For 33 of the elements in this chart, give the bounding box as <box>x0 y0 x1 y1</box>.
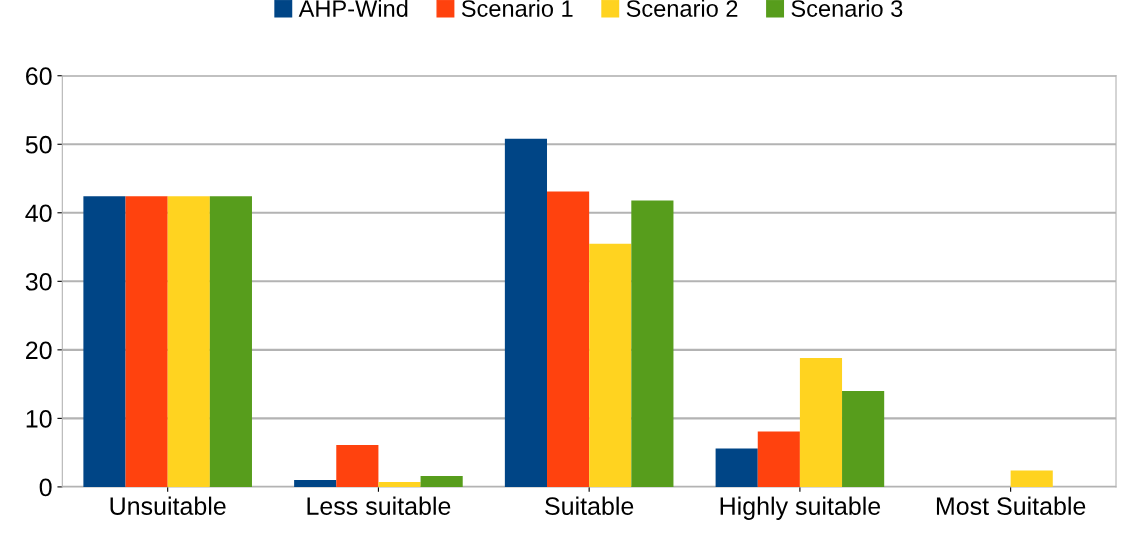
bar <box>378 482 421 487</box>
x-tick-label: Less suitable <box>307 496 451 515</box>
x-tick-label: Highly suitable <box>720 496 881 520</box>
bar <box>631 200 674 487</box>
bar <box>589 243 632 487</box>
bar <box>715 448 758 487</box>
bar <box>420 475 463 487</box>
bar <box>1010 470 1053 487</box>
bar <box>83 196 126 487</box>
y-tick-label: 30 <box>25 272 52 291</box>
bar <box>504 138 548 487</box>
bar <box>294 480 337 487</box>
legend-label: Scenario 3 <box>791 0 903 17</box>
bar <box>799 358 843 487</box>
y-tick-label: 20 <box>26 341 52 360</box>
bar <box>842 390 885 487</box>
x-tick-label: Suitable <box>545 496 634 515</box>
y-tick-label: 40 <box>25 204 52 223</box>
bar <box>336 445 379 487</box>
legend-label: Scenario 1 <box>461 0 573 17</box>
y-tick-label: 0 <box>39 478 52 497</box>
legend-label: Scenario 2 <box>626 0 738 17</box>
y-tick-label: 10 <box>26 409 52 428</box>
y-tick-label: 50 <box>25 135 52 154</box>
bar <box>547 191 590 487</box>
x-tick-label: Most Suitable <box>936 496 1086 515</box>
bar <box>167 196 210 487</box>
bar <box>209 196 252 487</box>
bar <box>757 431 800 487</box>
x-tick-label: Unsuitable <box>110 496 226 515</box>
legend-label: AHP-Wind <box>298 0 408 17</box>
y-tick-label: 60 <box>26 67 52 86</box>
bar <box>125 196 168 487</box>
